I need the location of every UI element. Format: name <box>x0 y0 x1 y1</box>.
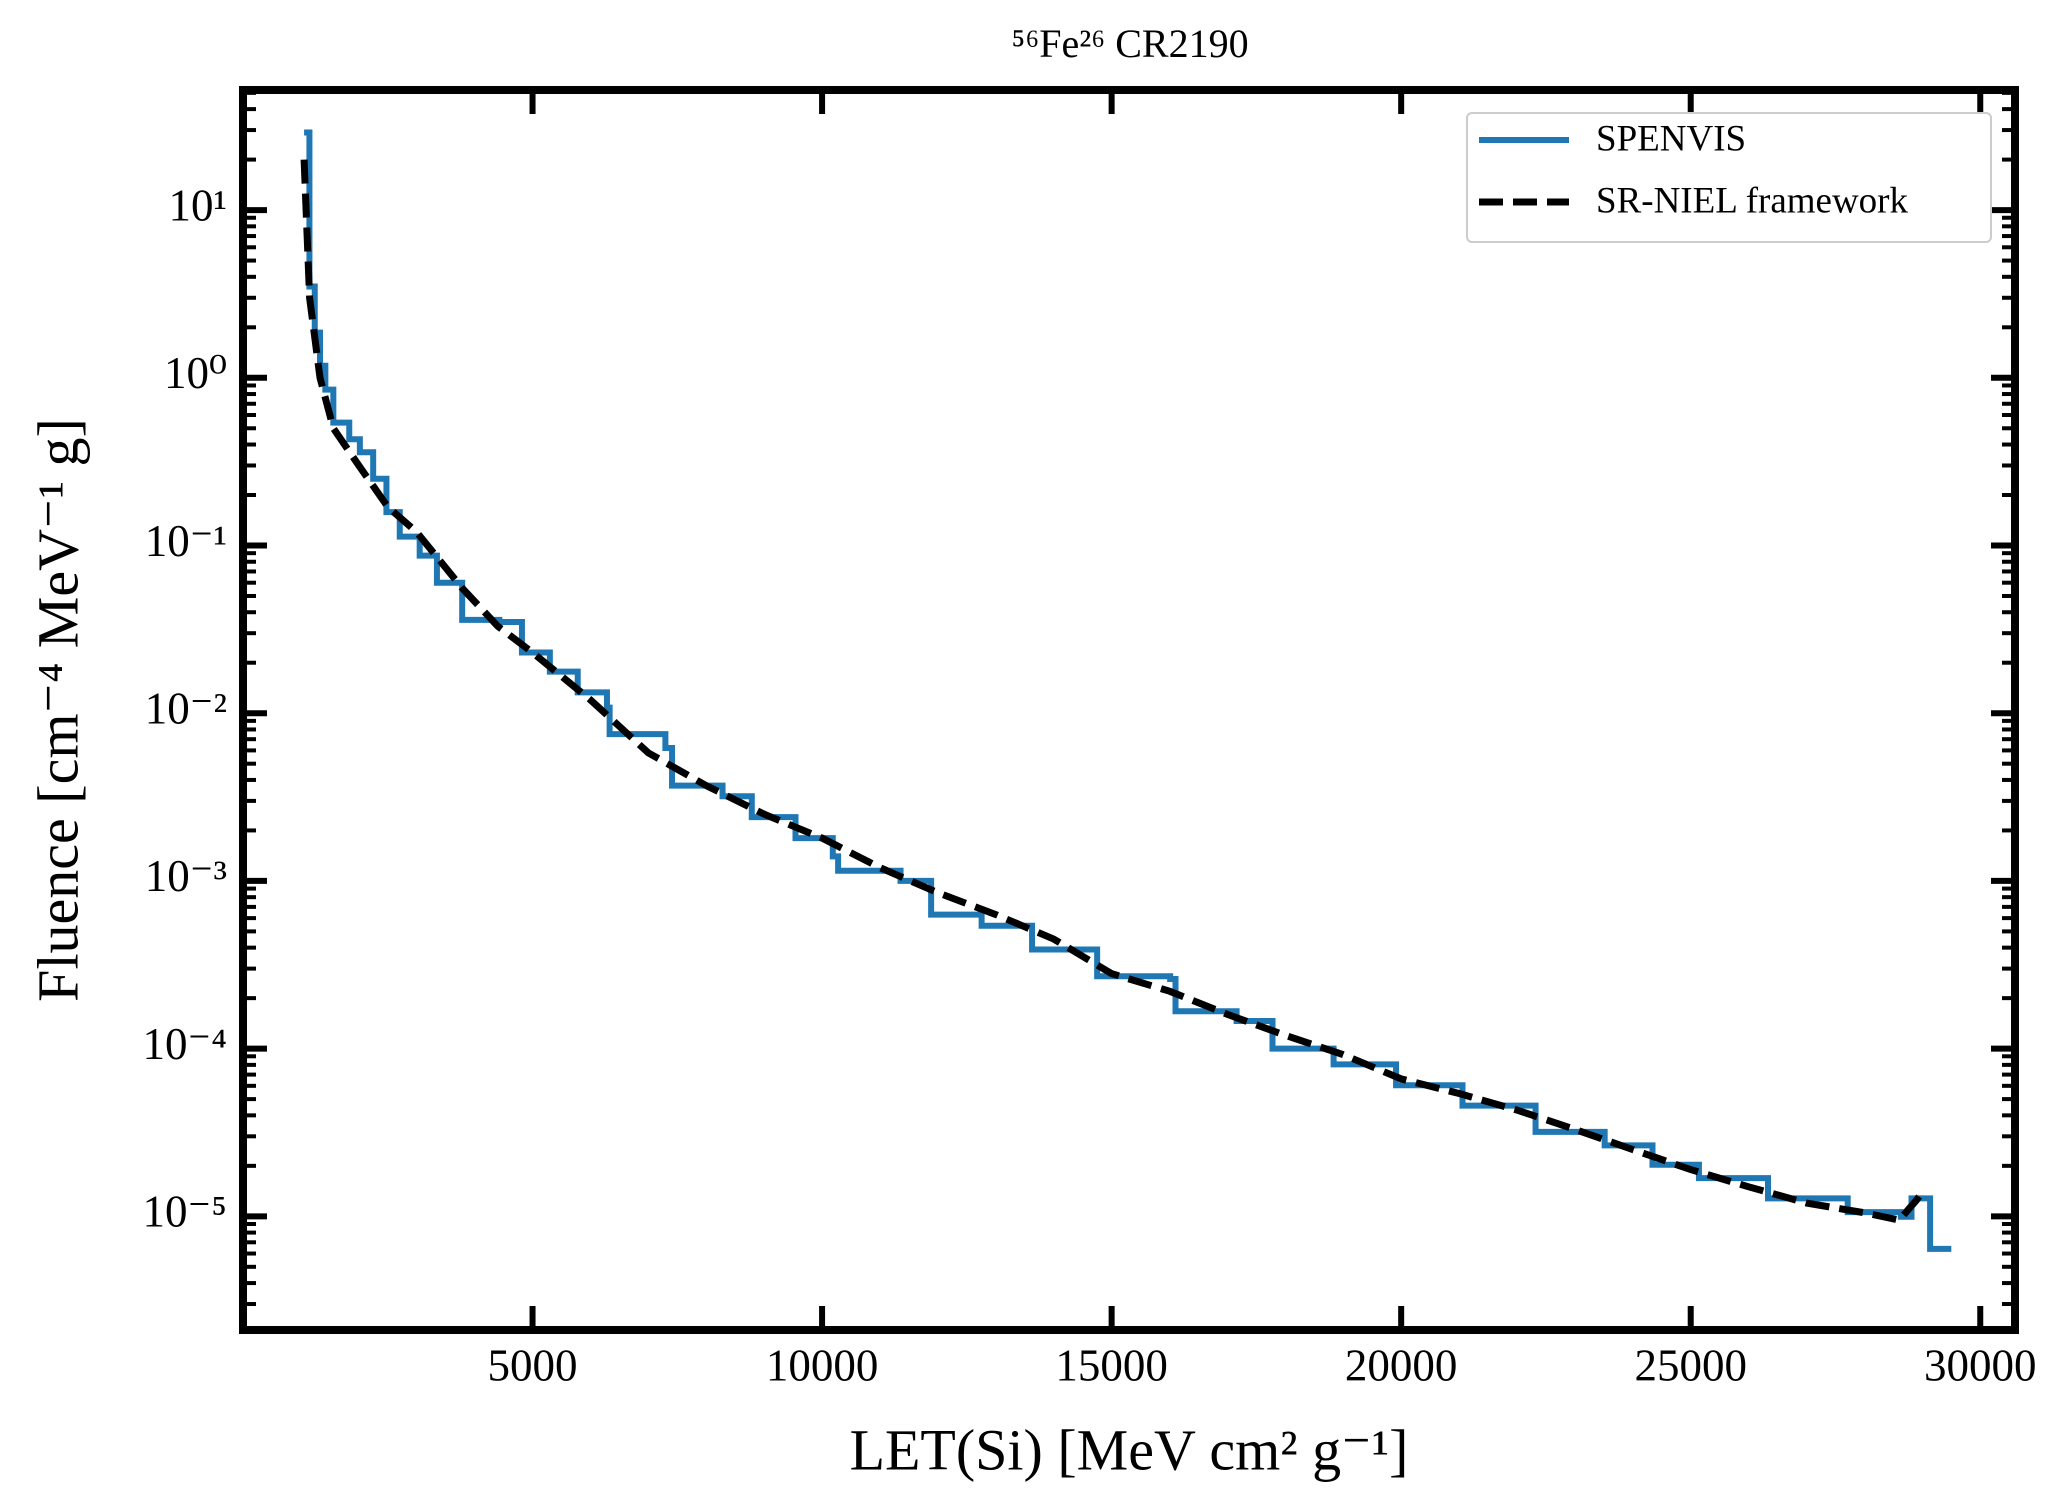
series-line <box>304 129 1952 1252</box>
y-tick-label: 10⁻³ <box>145 851 227 901</box>
y-tick-label: 10⁻⁴ <box>143 1019 227 1069</box>
x-tick-label: 10000 <box>766 1340 879 1390</box>
x-axis-label: LET(Si) [MeV cm² g⁻¹] <box>850 1417 1409 1482</box>
chart-title: ⁵⁶Fe²⁶ CR2190 <box>1011 21 1248 66</box>
axes-frame <box>239 86 2019 1334</box>
x-tick-label: 20000 <box>1345 1340 1458 1390</box>
y-tick-label: 10⁻⁵ <box>143 1187 227 1237</box>
y-axis-label: Fluence [cm⁻⁴ MeV⁻¹ g] <box>25 418 90 1002</box>
legend-label: SR-NIEL framework <box>1596 180 1909 221</box>
x-tick-label: 25000 <box>1634 1340 1747 1390</box>
x-tick-label: 30000 <box>1924 1340 2037 1390</box>
x-tick-label: 15000 <box>1055 1340 1168 1390</box>
legend-label: SPENVIS <box>1596 118 1746 159</box>
y-tick-label: 10⁰ <box>164 348 227 398</box>
legend-box <box>1466 112 1992 243</box>
x-tick-label: 5000 <box>488 1340 578 1390</box>
y-tick-label: 10⁻¹ <box>145 516 227 566</box>
y-tick-label: 10¹ <box>169 180 228 230</box>
y-tick-label: 10⁻² <box>145 684 227 734</box>
series-line <box>300 159 1926 1224</box>
